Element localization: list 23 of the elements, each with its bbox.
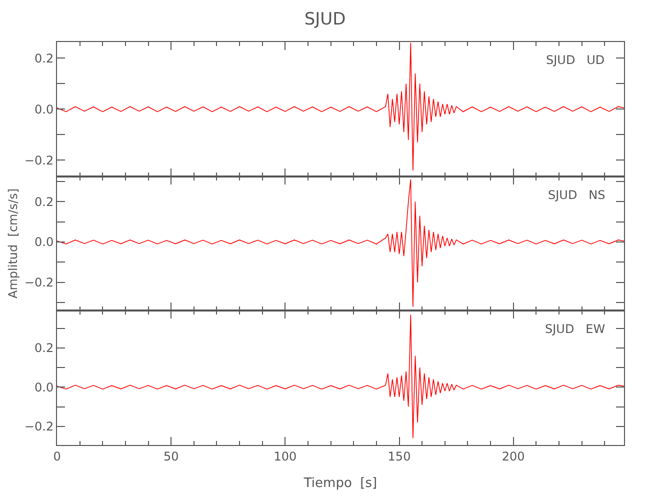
line-series — [57, 42, 624, 171]
y-tick-label: 0.0 — [34, 102, 54, 116]
x-tick-label: 50 — [163, 449, 179, 464]
chart-title: SJUD — [304, 9, 346, 30]
x-tick-label: 200 — [502, 449, 525, 464]
x-tick-label: 0 — [53, 449, 61, 464]
line-series — [57, 314, 624, 439]
y-tick-label: 0.0 — [34, 380, 54, 394]
x-tick-label: 100 — [274, 449, 297, 464]
y-tick-label: −0.2 — [24, 276, 54, 290]
annotation: SJUD UD — [546, 53, 605, 67]
x-tick-label: 150 — [388, 449, 411, 464]
y-tick-label: 0.2 — [34, 51, 54, 66]
y-tick-label: −0.2 — [24, 420, 54, 434]
annotation: SJUD NS — [548, 188, 606, 202]
y-tick-label: −0.2 — [24, 153, 54, 168]
y-tick-label: 0.0 — [34, 235, 54, 250]
line-series — [57, 178, 624, 308]
x-axis-title: Tiempo [s] — [302, 476, 378, 491]
y-tick-label: 0.2 — [34, 341, 54, 356]
y-tick-label: 0.2 — [34, 194, 54, 209]
y-axis-title: Amplitud [cm/s/s] — [6, 188, 20, 298]
annotation: SJUD EW — [545, 322, 606, 336]
